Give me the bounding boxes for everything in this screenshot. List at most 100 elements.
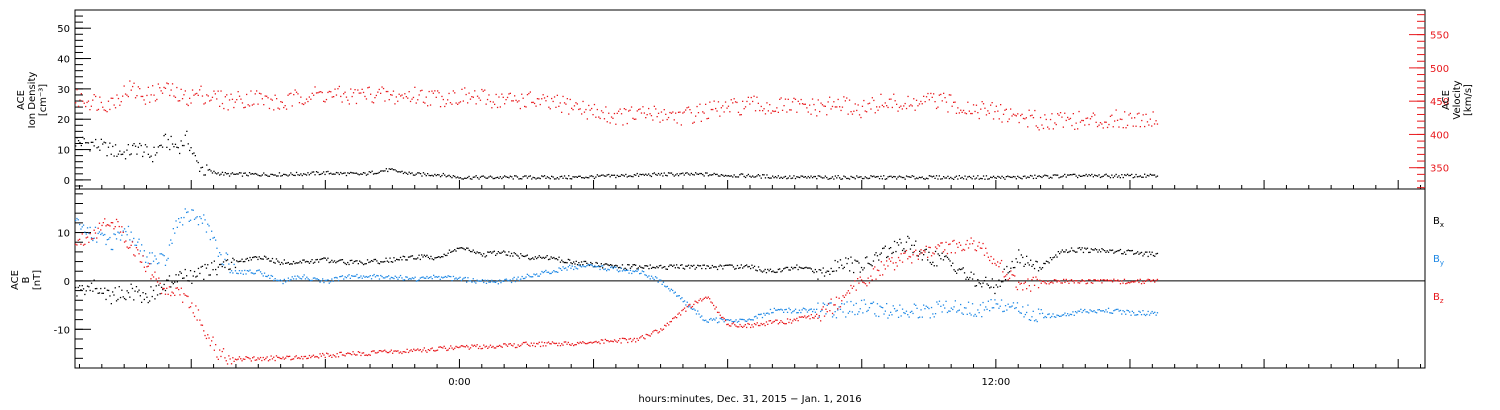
field-point-by: [592, 266, 595, 268]
velocity-point: [472, 96, 474, 98]
field-point-bz: [331, 356, 333, 358]
density-point: [583, 177, 586, 179]
field-point-by: [842, 311, 844, 313]
velocity-point: [572, 109, 574, 111]
density-point: [667, 172, 670, 174]
field-point-by: [1092, 310, 1094, 313]
field-point-by: [292, 278, 295, 280]
velocity-point: [1072, 113, 1074, 115]
field-point-by: [435, 276, 437, 278]
field-point-bx: [525, 255, 527, 257]
density-point: [643, 174, 645, 176]
field-point-bx: [79, 285, 81, 287]
density-point: [166, 146, 168, 148]
field-point-bx: [291, 263, 293, 265]
velocity-point: [204, 102, 206, 104]
field-point-bx: [1026, 255, 1028, 257]
density-point: [76, 137, 78, 139]
field-point-bx: [228, 268, 230, 271]
density-point: [615, 176, 617, 179]
field-point-bz: [750, 326, 752, 329]
density-point: [675, 174, 677, 176]
field-point-bx: [143, 298, 145, 301]
field-point-bx: [189, 270, 192, 272]
velocity-point: [228, 99, 231, 101]
field-point-by: [998, 307, 1000, 309]
field-point-bz: [193, 315, 196, 318]
field-point-bz: [674, 316, 676, 318]
velocity-point: [834, 106, 836, 108]
velocity-point: [134, 97, 137, 99]
field-point-bz: [252, 357, 254, 359]
field-point-bx: [1122, 253, 1124, 255]
field-point-bx: [669, 264, 671, 266]
field-point-bz: [1072, 280, 1074, 282]
velocity-point: [1001, 121, 1003, 123]
field-point-bz: [493, 347, 495, 349]
velocity-point: [263, 104, 265, 106]
field-point-bz: [393, 350, 395, 352]
velocity-point: [93, 94, 95, 96]
field-point-by: [579, 265, 581, 267]
velocity-point: [697, 112, 700, 114]
density-point: [343, 172, 345, 174]
velocity-point: [897, 110, 899, 112]
density-point: [199, 170, 201, 172]
density-point: [566, 178, 568, 180]
field-point-by: [806, 311, 809, 313]
field-point-by: [245, 273, 247, 275]
field-point-bx: [604, 263, 606, 265]
field-point-bz: [460, 345, 462, 347]
field-point-bz: [657, 332, 659, 334]
legend-bz: Bz: [1433, 292, 1444, 305]
field-point-by: [170, 239, 172, 241]
field-point-by: [1040, 309, 1042, 311]
density-point: [136, 153, 138, 155]
field-point-by: [192, 209, 194, 211]
field-point-bx: [707, 265, 709, 267]
density-point: [492, 177, 494, 180]
field-point-by: [1084, 308, 1086, 311]
velocity-point: [609, 122, 611, 124]
density-point: [740, 173, 742, 175]
field-point-bz: [485, 345, 488, 347]
field-point-by: [252, 272, 254, 274]
field-point-bz: [948, 243, 950, 246]
velocity-point: [425, 96, 427, 98]
field-point-by: [372, 275, 374, 277]
field-point-bz: [685, 310, 687, 312]
velocity-point: [1152, 111, 1154, 113]
field-point-by: [538, 275, 540, 277]
field-point-by: [159, 253, 161, 255]
velocity-point: [1032, 117, 1035, 119]
field-point-bz: [221, 350, 223, 353]
density-point: [565, 177, 567, 179]
field-point-bz: [967, 247, 970, 249]
density-point: [370, 171, 372, 174]
density-point: [241, 175, 244, 177]
field-point-bx: [488, 251, 490, 253]
velocity-point: [811, 98, 814, 100]
field-point-by: [677, 295, 679, 297]
velocity-point: [907, 95, 909, 98]
field-point-bx: [267, 257, 270, 260]
field-point-bz: [1107, 280, 1110, 282]
field-point-by: [458, 277, 460, 279]
field-point-bx: [913, 244, 915, 246]
field-point-bz: [727, 323, 729, 325]
velocity-point: [337, 88, 339, 90]
density-point: [515, 175, 517, 177]
velocity-point: [186, 103, 188, 105]
field-point-bx: [444, 254, 447, 257]
field-point-bz: [355, 354, 357, 356]
velocity-point: [317, 92, 319, 94]
field-point-bz: [304, 355, 307, 358]
velocity-point: [231, 98, 234, 100]
field-point-bx: [1007, 272, 1009, 274]
velocity-point: [114, 107, 117, 109]
field-point-bz: [1040, 282, 1042, 284]
velocity-point: [638, 108, 640, 111]
density-point: [400, 171, 402, 173]
field-point-by: [384, 277, 386, 279]
field-point-bz: [195, 305, 197, 307]
